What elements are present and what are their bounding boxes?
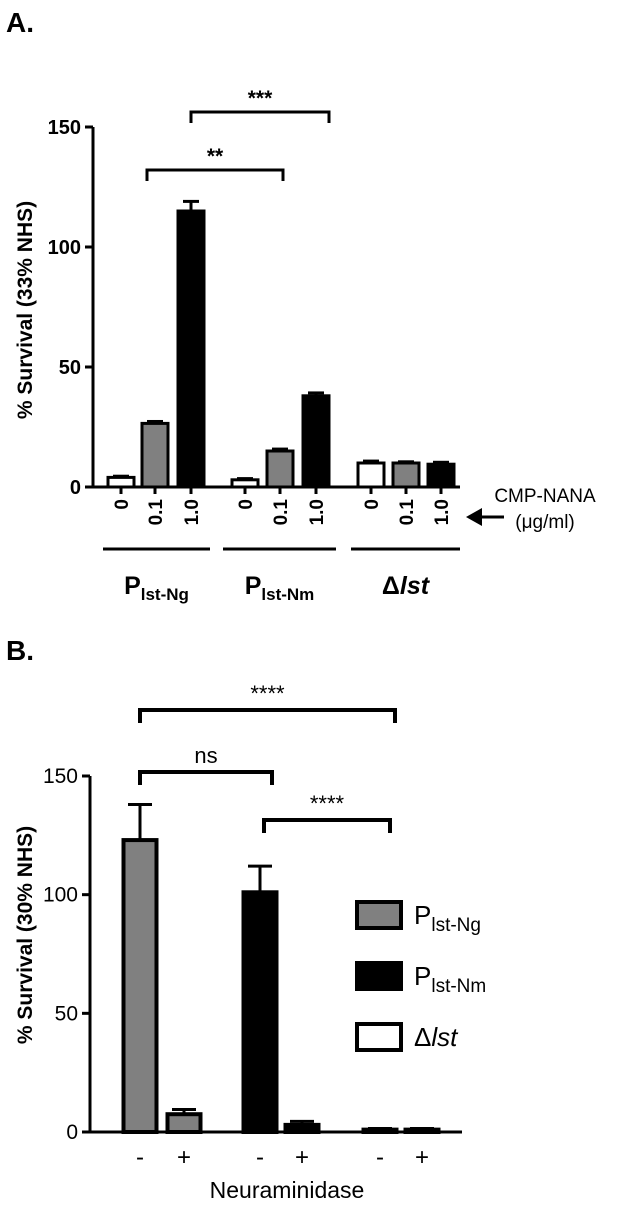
panel-b-xlabel: Neuraminidase xyxy=(210,1177,365,1203)
panel-a-x-tick-label: 1.0 xyxy=(307,499,328,525)
panel-b-bar xyxy=(241,890,279,1134)
panel-a-x-tick-label: 0 xyxy=(236,499,257,510)
panel-b-y-tick-label: 0 xyxy=(66,1121,78,1144)
panel-b-legend-swatch xyxy=(355,1022,403,1052)
panel-b-significance-bracket xyxy=(138,708,397,723)
panel-a-y-tick-label: 50 xyxy=(59,357,81,379)
panel-b-significance-label: **** xyxy=(250,681,285,706)
panel-b-significance-bracket xyxy=(138,770,274,785)
panel-a-bar xyxy=(140,421,170,489)
panel-a-x-tick-label: 0.1 xyxy=(146,499,167,526)
panel-a-bar xyxy=(230,478,260,489)
panel-b-bar xyxy=(283,1122,321,1135)
panel-a-group-label: Plst-Nm xyxy=(245,572,315,604)
panel-b-y-tick-label: 150 xyxy=(43,765,78,788)
panel-a-x-tick-label: 1.0 xyxy=(182,499,203,525)
panel-b-legend-label: Δlst xyxy=(414,1022,459,1052)
panel-a-ylabel: % Survival (33% NHS) xyxy=(14,201,37,419)
panel-a-bar xyxy=(356,461,386,489)
panel-a-significance-label: *** xyxy=(248,87,273,110)
panel-b-x-tick-label: - xyxy=(256,1144,264,1171)
panel-a-x-tick-label: 0.1 xyxy=(271,499,292,526)
panel-b-significance-bracket xyxy=(262,818,392,833)
panel-a-significance-label: ** xyxy=(207,145,224,168)
panel-b-bar xyxy=(165,1112,203,1134)
panel-b-x-tick-label: - xyxy=(376,1144,384,1171)
panel-a-label: A. xyxy=(6,7,34,38)
panel-a-bar xyxy=(391,461,421,489)
panel-a-y-tick-label: 0 xyxy=(70,477,81,499)
cmp-nana-label: CMP-NANA xyxy=(494,486,596,507)
panel-b-legend-label: Plst-Ng xyxy=(414,900,481,936)
panel-a-y-tick-label: 150 xyxy=(48,117,81,139)
panel-a-x-tick-label: 0 xyxy=(362,499,383,510)
panel-a-y-tick-label: 100 xyxy=(48,237,81,259)
panel-a-group-label: Δlst xyxy=(382,572,431,600)
panel-b-legend-swatch xyxy=(355,900,403,930)
panel-a-x-tick-label: 0.1 xyxy=(397,499,418,526)
panel-b-bar xyxy=(403,1127,441,1135)
panel-a-plot: 0 50 100 150 0 0.1 1.0 0 0.1 1.0 0 0.1 1.0 Plst-Ng Pls… xyxy=(48,87,460,604)
panel-b-x-tick-label: + xyxy=(177,1144,191,1171)
panel-b-label: B. xyxy=(6,635,34,666)
panel-a-bar xyxy=(265,449,295,489)
panel-a-bar xyxy=(301,394,331,489)
cmp-nana-unit: (μg/ml) xyxy=(515,512,575,533)
panel-b-x-tick-label: + xyxy=(415,1144,429,1171)
panel-b-x-tick-label: + xyxy=(295,1144,309,1171)
panel-a-bar xyxy=(106,475,136,489)
panel-b-x-tick-label: - xyxy=(136,1144,144,1171)
panel-a-bar xyxy=(426,462,456,489)
panel-b-bar xyxy=(361,1127,399,1135)
panel-a-significance-bracket xyxy=(189,110,331,123)
panel-a-group-label: Plst-Ng xyxy=(124,572,189,604)
panel-b-y-tick-label: 50 xyxy=(55,1002,78,1025)
panel-b-legend-swatch xyxy=(355,961,403,991)
panel-a-bar xyxy=(176,209,206,489)
panel-b-significance-label: **** xyxy=(310,791,345,816)
panel-b-legend-label: Plst-Nm xyxy=(414,961,486,997)
panel-b-y-tick-label: 100 xyxy=(43,884,78,907)
panel-b-significance-label: ns xyxy=(194,743,217,768)
panel-a-x-tick-label: 1.0 xyxy=(432,499,453,525)
arrow-left-icon xyxy=(466,508,504,526)
panel-a-significance-bracket xyxy=(145,168,285,181)
panel-b-ylabel: % Survival (30% NHS) xyxy=(14,826,37,1044)
panel-b-bar xyxy=(121,838,159,1135)
panel-b-plot: 0 50 100 150 - + - + - + **** ns **** Plst-Ng Plst-Nm Δ… xyxy=(43,681,486,1171)
panel-a-x-tick-label: 0 xyxy=(112,499,133,510)
